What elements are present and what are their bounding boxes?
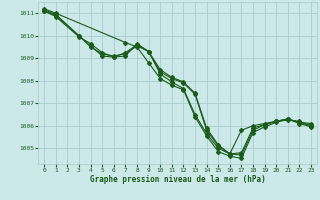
X-axis label: Graphe pression niveau de la mer (hPa): Graphe pression niveau de la mer (hPa) (90, 175, 266, 184)
